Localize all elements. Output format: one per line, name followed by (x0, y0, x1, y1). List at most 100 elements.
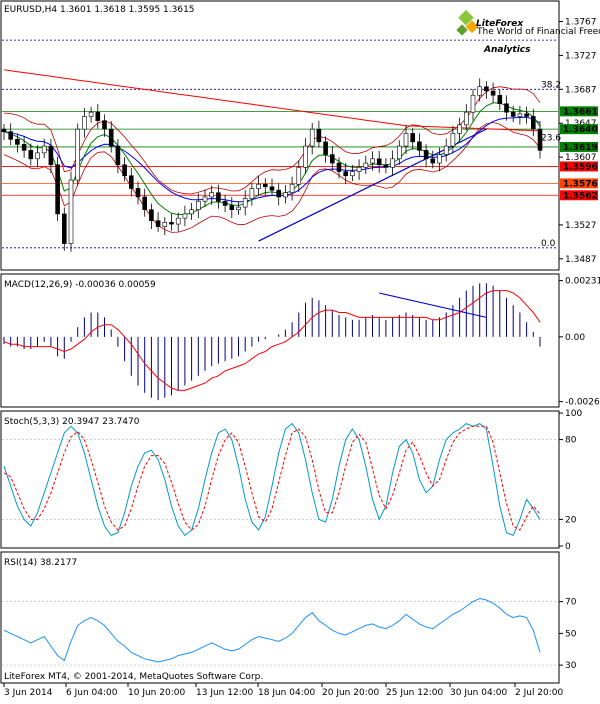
rsi-line (3, 597, 541, 663)
candle-body (162, 222, 168, 227)
candle-body (450, 133, 456, 147)
price-tick-label: 1.3767 (565, 17, 597, 27)
candle-body (155, 220, 161, 227)
x-tick-label: 30 Jun 04:00 (450, 688, 507, 698)
stoch-main-line (3, 422, 541, 537)
candle-body (463, 111, 469, 126)
candle-body (182, 213, 188, 219)
stoch-tick-label: 0 (565, 542, 571, 552)
candle-body (129, 175, 134, 189)
fib-label: 0.0 (541, 239, 556, 249)
candle-body (309, 128, 315, 147)
candle-body (530, 116, 536, 130)
candle-body (269, 186, 275, 191)
macd-tick-label: 0.00231 (565, 277, 600, 287)
candle-body (296, 166, 302, 185)
rsi-tick-label: 30 (565, 661, 577, 671)
macd-signal-line (3, 290, 541, 391)
candle-body (376, 158, 382, 166)
candle-body (202, 196, 208, 202)
price-panel (0, 0, 560, 271)
x-tick-label: 2 Jul 20:00 (515, 688, 564, 698)
macd-panel (0, 273, 560, 408)
price-tag-label: 1.3619 (563, 143, 598, 153)
candle-body (236, 206, 241, 210)
macd-title: MACD(12,26,9) -0.00036 0.00059 (4, 280, 156, 290)
x-tick-label: 25 Jun 12:00 (386, 688, 443, 698)
candle-body (55, 164, 60, 215)
price-tick-label: 1.3727 (565, 51, 597, 61)
candle-body (95, 111, 101, 121)
candle-body (316, 128, 322, 143)
candle-body (142, 196, 147, 210)
logo-name: LiteForex (476, 19, 524, 29)
candle-body (242, 198, 248, 208)
candle-body (517, 113, 523, 117)
rsi-tick-label: 70 (565, 598, 577, 608)
candle-body (88, 111, 94, 117)
candle-body (383, 164, 389, 168)
candle-body (477, 86, 483, 96)
price-tag (560, 190, 598, 201)
candle-body (396, 145, 402, 160)
bollinger-lower (3, 122, 541, 233)
candle-body (283, 192, 288, 198)
price-title: EURUSD,H4 1.3601 1.3618 1.3595 1.3615 (4, 5, 195, 15)
bollinger-upper (3, 86, 541, 195)
candle-body (48, 145, 54, 166)
price-tag (560, 178, 598, 189)
candle-body (108, 128, 114, 147)
candle-body (1, 128, 7, 132)
candle-body (75, 128, 80, 181)
candle-body (122, 164, 127, 177)
candle-body (169, 222, 174, 225)
macd-tick-label: -0.00266 (565, 398, 600, 408)
candle-body (336, 162, 342, 172)
candle-body (303, 145, 308, 168)
candle-body (443, 145, 449, 155)
candle-body (350, 171, 355, 177)
candle-body (21, 144, 27, 151)
stoch-tick-label: 80 (565, 436, 577, 446)
candle-body (8, 131, 13, 140)
x-tick-label: 3 Jun 2014 (4, 688, 53, 698)
candle-body (484, 86, 489, 92)
rsi-tick-label: 50 (565, 629, 577, 639)
candle-body (216, 192, 221, 202)
candle-body (61, 213, 67, 244)
candle-body (510, 111, 516, 117)
stoch-tick-label: 20 (565, 515, 577, 525)
logo-sub: Analytics (483, 45, 531, 55)
candle-body (289, 183, 295, 194)
macd-divergence-line (379, 292, 487, 318)
candle-body (329, 154, 335, 164)
candle-body (437, 154, 442, 164)
candle-body (262, 183, 268, 188)
stoch-panel (0, 410, 560, 549)
candle-body (403, 133, 409, 147)
candle-body (430, 158, 436, 164)
fib-label: 23.6 (541, 134, 561, 144)
candle-body (470, 94, 476, 113)
macd-tick-label: 0.00 (565, 333, 585, 343)
price-tick-label: 1.3687 (565, 85, 597, 95)
candle-body (196, 200, 201, 210)
price-tag-label: 1.3596 (563, 162, 598, 172)
x-tick-label: 6 Jun 04:00 (66, 688, 118, 698)
rsi-title: RSI(14) 38.2177 (4, 558, 77, 568)
rsi-panel (0, 551, 560, 684)
stoch-title: Stoch(5,3,3) 20.3947 23.7470 (4, 417, 140, 427)
candle-body (323, 141, 328, 155)
candle-body (115, 145, 121, 166)
candle-body (41, 145, 47, 154)
price-tag-label: 1.3661 (563, 107, 598, 117)
candle-body (256, 183, 261, 189)
candle-body (417, 141, 422, 151)
candle-body (410, 133, 416, 143)
candle-body (343, 171, 349, 177)
candle-body (28, 150, 34, 160)
x-tick-label: 13 Jun 12:00 (196, 688, 253, 698)
candle-body (209, 192, 214, 198)
